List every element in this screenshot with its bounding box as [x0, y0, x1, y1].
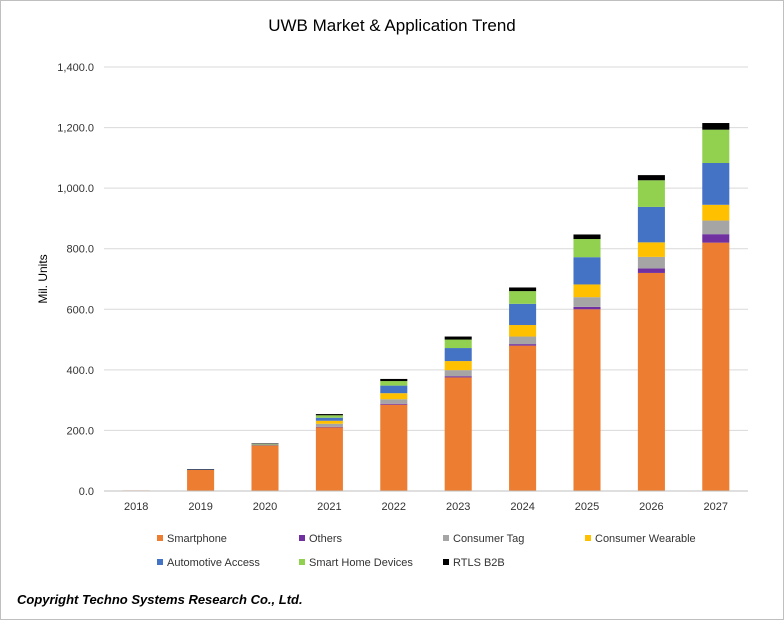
bar-segment-automotive-access: [315, 417, 343, 421]
bar-segment-consumer-wearable: [573, 284, 601, 298]
bar-segment-smart-home-devices: [637, 180, 665, 207]
bar-segment-consumer-tag: [702, 220, 730, 235]
bar-segment-others: [509, 344, 537, 346]
bar-segment-smart-home-devices: [509, 291, 537, 304]
legend-swatch: [585, 535, 591, 541]
bar-segment-automotive-access: [380, 385, 408, 394]
bar-segment-rtls-b2b: [251, 443, 279, 444]
bar-segment-others: [380, 403, 408, 405]
x-tick-label: 2027: [704, 501, 728, 513]
bar-segment-consumer-wearable: [444, 361, 472, 371]
y-tick-label: 200.0: [66, 425, 94, 437]
bar-segment-smart-home-devices: [702, 129, 730, 164]
legend-swatch: [299, 559, 305, 565]
bar-segment-consumer-wearable: [702, 204, 730, 221]
legend-swatch: [299, 535, 305, 541]
y-tick-label: 1,000.0: [57, 183, 94, 195]
bar-segment-smartphone: [573, 309, 601, 491]
bar-segment-consumer-tag: [444, 370, 472, 377]
bar-segment-smart-home-devices: [251, 443, 279, 445]
y-tick-label: 600.0: [66, 304, 94, 316]
legend-label: Others: [309, 533, 343, 545]
legend-label: Smartphone: [167, 533, 227, 545]
bar-segment-others: [315, 426, 343, 428]
bar-segment-consumer-tag: [315, 423, 343, 427]
bar-segment-automotive-access: [637, 206, 665, 243]
x-tick-label: 2022: [382, 501, 406, 513]
bar-segment-automotive-access: [444, 348, 472, 362]
bar-segment-rtls-b2b: [509, 287, 537, 292]
bar-segment-consumer-wearable: [251, 444, 279, 446]
bar-segment-consumer-tag: [251, 444, 279, 446]
bar-segment-rtls-b2b: [637, 175, 665, 181]
bar-segment-others: [573, 306, 601, 310]
bar-segment-automotive-access: [509, 303, 537, 326]
bar-segment-consumer-wearable: [637, 242, 665, 257]
bar-segment-consumer-tag: [509, 336, 537, 345]
y-tick-label: 800.0: [66, 244, 94, 256]
x-tick-label: 2021: [317, 501, 341, 513]
bar-segment-rtls-b2b: [573, 234, 601, 240]
y-tick-label: 400.0: [66, 365, 94, 377]
copyright-text: Copyright Techno Systems Research Co., L…: [17, 592, 303, 607]
legend-swatch: [157, 535, 163, 541]
y-tick-label: 0.0: [79, 486, 94, 498]
bar-segment-smart-home-devices: [315, 415, 343, 418]
bar-segment-smart-home-devices: [573, 239, 601, 258]
x-tick-label: 2018: [124, 501, 148, 513]
bar-segment-others: [251, 445, 279, 446]
bar-segment-rtls-b2b: [187, 469, 215, 470]
legend-label: RTLS B2B: [453, 557, 505, 569]
bar-segment-consumer-wearable: [380, 393, 408, 400]
bar-segment-smartphone: [509, 345, 537, 491]
bar-segment-automotive-access: [702, 163, 730, 205]
bar-segment-smartphone: [702, 242, 730, 491]
x-tick-label: 2020: [253, 501, 277, 513]
bar-segment-rtls-b2b: [380, 378, 408, 382]
y-tick-label: 1,200.0: [57, 123, 94, 135]
legend-swatch: [157, 559, 163, 565]
bar-segment-rtls-b2b: [444, 336, 472, 340]
bar-segment-smart-home-devices: [380, 381, 408, 386]
x-tick-label: 2024: [510, 501, 534, 513]
legend-label: Automotive Access: [167, 557, 260, 569]
x-tick-label: 2023: [446, 501, 470, 513]
bar-segment-others: [702, 234, 730, 243]
bar-segment-smartphone: [251, 445, 279, 491]
bar-segment-smartphone: [380, 404, 408, 491]
bar-segment-automotive-access: [187, 469, 215, 470]
y-axis-label: Mil. Units: [36, 254, 50, 303]
bar-segment-smart-home-devices: [444, 339, 472, 349]
bar-segment-automotive-access: [251, 444, 279, 445]
legend-label: Consumer Wearable: [595, 533, 696, 545]
bar-segment-smartphone: [444, 377, 472, 491]
x-tick-label: 2019: [188, 501, 212, 513]
bar-segment-consumer-wearable: [509, 325, 537, 337]
bar-segment-consumer-tag: [380, 399, 408, 404]
bar-segment-rtls-b2b: [702, 123, 730, 130]
bar-segment-others: [637, 268, 665, 273]
bar-segment-smartphone: [315, 427, 343, 491]
legend-swatch: [443, 535, 449, 541]
bar-segment-smartphone: [637, 272, 665, 491]
x-tick-label: 2026: [639, 501, 663, 513]
bar-segment-consumer-tag: [573, 297, 601, 307]
bar-segment-smartphone: [187, 469, 215, 491]
legend-label: Smart Home Devices: [309, 557, 413, 569]
bar-segment-consumer-wearable: [315, 420, 343, 424]
legend-swatch: [443, 559, 449, 565]
x-tick-label: 2025: [575, 501, 599, 513]
bar-segment-automotive-access: [573, 257, 601, 285]
bar-segment-others: [444, 376, 472, 378]
chart-title: UWB Market & Application Trend: [268, 16, 516, 35]
y-tick-label: 1,400.0: [57, 62, 94, 74]
bar-segment-consumer-tag: [637, 256, 665, 269]
bar-segment-rtls-b2b: [315, 414, 343, 416]
legend-label: Consumer Tag: [453, 533, 524, 545]
